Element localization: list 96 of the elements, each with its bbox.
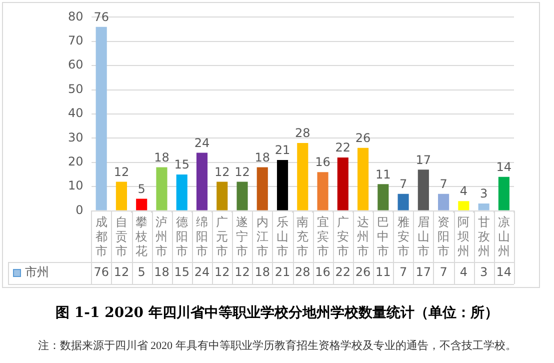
- bar: [216, 182, 228, 210]
- x-tick-label: 达州市: [357, 215, 370, 258]
- data-label: 76: [94, 265, 109, 280]
- x-tick-label: 成都市: [95, 215, 108, 258]
- x-tick-label: 内江市: [256, 215, 268, 258]
- data-label: 26: [355, 265, 371, 280]
- bar: [116, 182, 127, 210]
- bar: [156, 167, 168, 210]
- data-label: 16: [315, 265, 330, 280]
- annotation: 5: [138, 182, 146, 196]
- data-label: 21: [274, 265, 290, 280]
- data-label: 28: [294, 265, 310, 280]
- y-tick-label: 80: [68, 9, 84, 24]
- x-tick-label: 乐山市: [276, 215, 289, 258]
- bar: [196, 152, 208, 210]
- annotation: 14: [496, 160, 512, 174]
- x-tick-label: 南充市: [296, 215, 309, 258]
- annotation: 7: [440, 176, 448, 191]
- x-tick-label: 甘孜州: [478, 215, 490, 258]
- annotation: 12: [214, 164, 230, 179]
- bar: [136, 198, 148, 210]
- annotation: 26: [355, 131, 371, 146]
- bar: [438, 194, 450, 210]
- y-tick-label: 40: [68, 106, 84, 120]
- x-tick-label: 阿坝州: [456, 215, 470, 258]
- x-tick-label: 雅安市: [397, 215, 410, 258]
- x-tick-label: 宜宾市: [316, 215, 329, 258]
- bar: [297, 143, 308, 210]
- bar: [398, 194, 409, 210]
- bar: [378, 184, 389, 210]
- y-tick-label: 60: [68, 58, 84, 72]
- data-label: 12: [214, 265, 230, 280]
- bar: [478, 204, 490, 210]
- annotation: 16: [315, 155, 330, 170]
- y-tick-label: 10: [68, 178, 84, 193]
- bar: [96, 26, 107, 210]
- bar: [317, 172, 328, 210]
- data-label: 14: [496, 265, 512, 280]
- bar: [236, 182, 248, 210]
- bar: [256, 167, 268, 210]
- x-tick-label: 遂宁市: [236, 215, 248, 258]
- data-label: 22: [335, 265, 351, 280]
- x-tick-label: 巴中市: [377, 215, 390, 258]
- data-label: 12: [114, 265, 130, 280]
- bar: [418, 170, 429, 210]
- y-tick-label: 0: [76, 202, 84, 217]
- annotation: 28: [294, 126, 310, 140]
- annotation: 7: [399, 176, 408, 191]
- y-tick-label: 30: [68, 130, 84, 144]
- bar: [498, 176, 510, 210]
- annotation: 3: [480, 186, 488, 201]
- annotation: 22: [335, 140, 351, 155]
- annotation: 17: [416, 152, 432, 167]
- data-label: 18: [254, 265, 270, 280]
- data-label: 18: [154, 265, 170, 280]
- x-tick-label: 眉山市: [417, 215, 430, 258]
- annotation: 12: [234, 164, 250, 179]
- x-tick-label: 自贡市: [115, 215, 128, 258]
- x-tick-label: 攀枝花: [134, 215, 148, 258]
- bar: [176, 174, 188, 210]
- annotation: 18: [254, 150, 270, 164]
- x-tick-label: 广安市: [336, 215, 349, 258]
- annotation: 11: [376, 167, 391, 182]
- text: 图 1-1 2020 年四川省中等职业学校分地州学校数量统计（单位：所）: [54, 304, 500, 322]
- bar: [276, 160, 288, 210]
- data-label: 7: [399, 265, 408, 280]
- data-label: 12: [234, 265, 250, 280]
- x-tick-label: 德阳市: [176, 215, 188, 258]
- data-label: 7: [440, 265, 448, 280]
- y-tick-label: 70: [68, 34, 84, 48]
- annotation: 24: [194, 136, 210, 150]
- legend-label: 市州: [25, 265, 49, 280]
- data-label: 5: [138, 265, 146, 280]
- annotation: 21: [274, 143, 290, 158]
- bar: [357, 148, 369, 210]
- annotation: 12: [114, 164, 130, 179]
- x-tick-label: 凉山州: [498, 215, 510, 258]
- data-label: 4: [460, 265, 468, 280]
- x-tick-label: 泸州市: [156, 215, 168, 258]
- bar: [458, 201, 470, 210]
- annotation: 76: [94, 10, 109, 24]
- bar: [337, 158, 348, 210]
- y-tick-label: 50: [68, 82, 84, 96]
- data-label: 24: [194, 265, 210, 280]
- annotation: 4: [460, 184, 468, 198]
- data-label: 17: [416, 265, 432, 280]
- x-tick-label: 资阳市: [438, 215, 450, 258]
- data-label: 15: [174, 265, 190, 280]
- annotation: 15: [174, 158, 190, 172]
- x-tick-label: 绵阳市: [196, 215, 208, 258]
- x-tick-label: 广元市: [216, 215, 228, 258]
- annotation: 18: [154, 150, 170, 164]
- data-label: 11: [376, 265, 391, 280]
- data-label: 3: [480, 265, 488, 280]
- text: 注：数据来源于四川省 2020 年具有中等职业学历教育招生资格学校及专业的通告，不含技工学校。: [36, 338, 518, 353]
- y-tick-label: 20: [68, 154, 84, 169]
